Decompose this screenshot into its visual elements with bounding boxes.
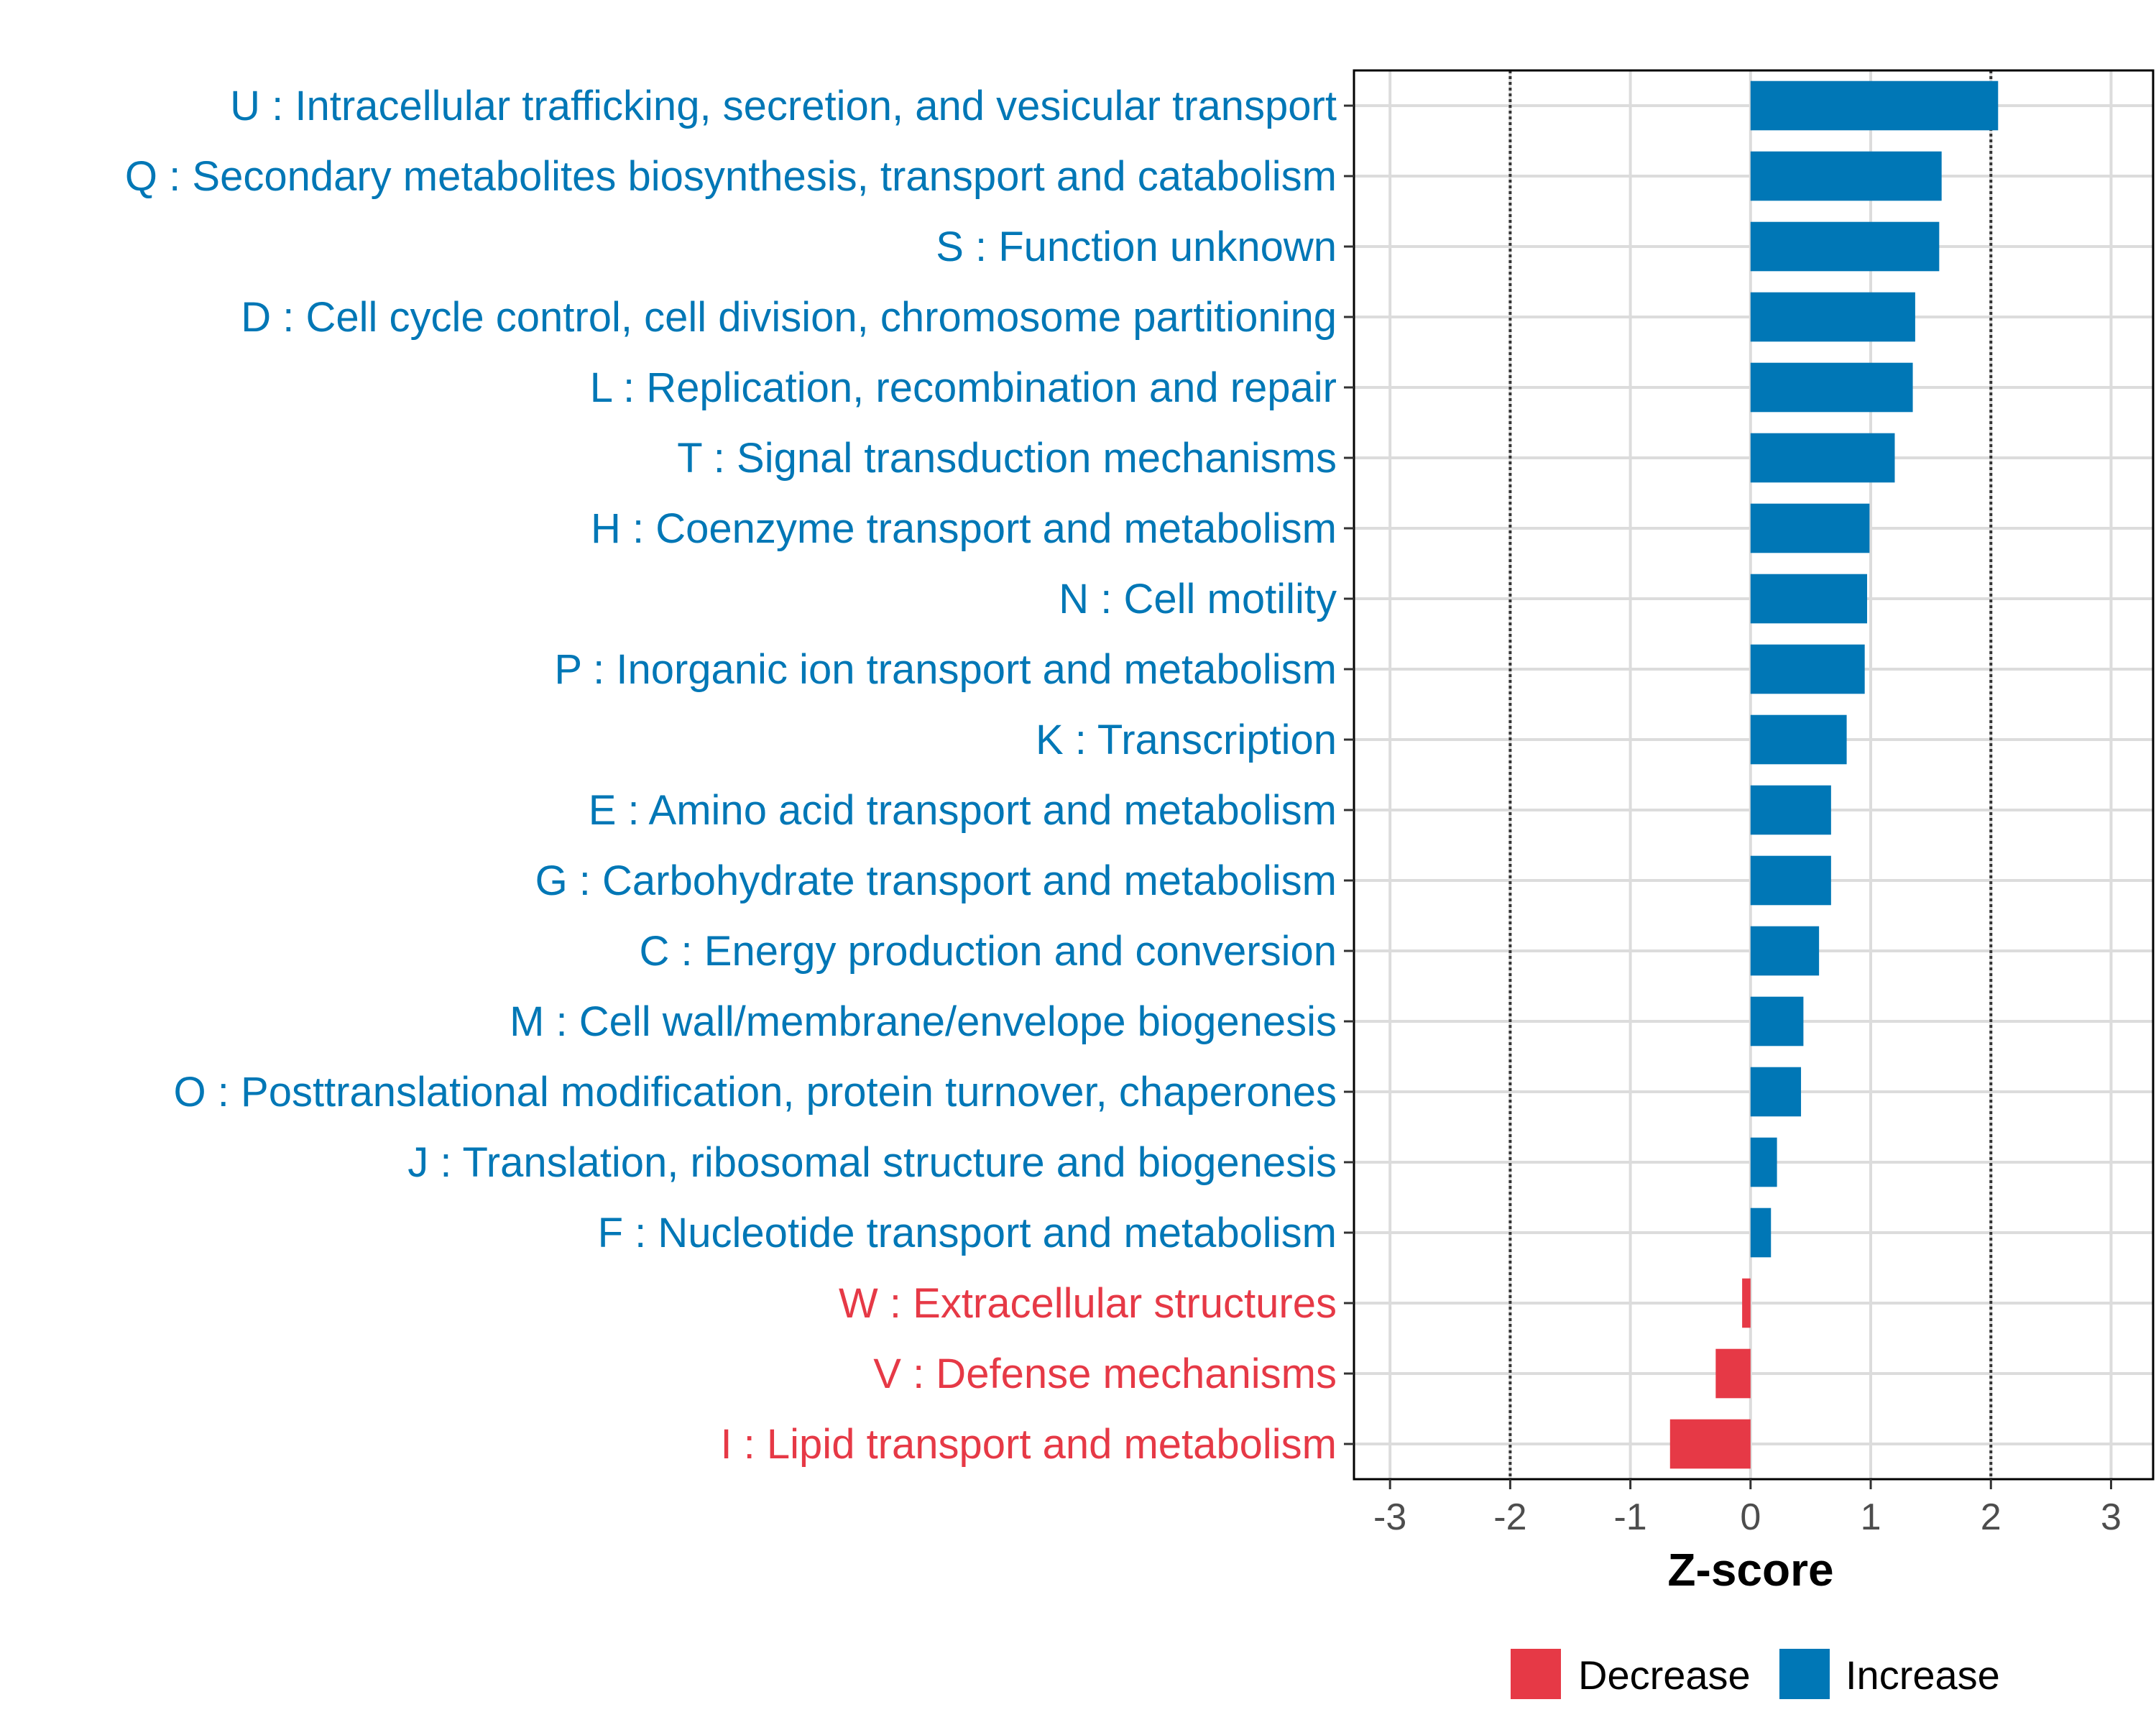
category-label: F : Nucleotide transport and metabolism [598, 1210, 1337, 1256]
x-tick-label: -1 [1613, 1496, 1646, 1538]
bar-w [1742, 1278, 1751, 1328]
category-label: S : Function unknown [936, 224, 1337, 270]
legend-swatch-decrease [1511, 1649, 1561, 1699]
bar-m [1750, 996, 1804, 1046]
category-label: E : Amino acid transport and metabolism [589, 787, 1337, 834]
x-axis-title: Z-score [1667, 1544, 1833, 1596]
category-label: I : Lipid transport and metabolism [720, 1421, 1337, 1468]
bar-l [1750, 362, 1913, 413]
bar-t [1750, 433, 1895, 483]
category-label: G : Carbohydrate transport and metabolis… [535, 857, 1337, 904]
category-label: D : Cell cycle control, cell division, c… [241, 294, 1337, 341]
category-label: Q : Secondary metabolites biosynthesis, … [125, 153, 1337, 200]
bar-g [1750, 855, 1831, 906]
bar-o [1750, 1067, 1802, 1117]
category-label: W : Extracellular structures [839, 1280, 1337, 1327]
bar-n [1750, 574, 1868, 624]
bar-k [1750, 714, 1847, 765]
x-tick-label: -2 [1493, 1496, 1526, 1538]
category-label: H : Coenzyme transport and metabolism [591, 505, 1337, 552]
x-tick-label: 3 [2101, 1496, 2122, 1538]
bar-h [1750, 503, 1870, 553]
bar-u [1750, 80, 1999, 131]
category-label: N : Cell motility [1059, 576, 1337, 622]
bars [1669, 80, 1999, 1469]
category-label: U : Intracellular trafficking, secretion… [230, 83, 1337, 129]
legend-label-increase: Increase [1846, 1652, 2000, 1698]
x-axis: -3 -2 -1 0 1 2 3 [1373, 1479, 2122, 1538]
bar-c [1750, 926, 1820, 976]
legend-label-decrease: Decrease [1578, 1652, 1751, 1698]
x-tick-label: -3 [1373, 1496, 1406, 1538]
bar-j [1750, 1137, 1777, 1187]
bar-s [1750, 221, 1940, 272]
x-tick-label: 0 [1740, 1496, 1761, 1538]
plot-grid [1354, 70, 2153, 1479]
bar-e [1750, 785, 1831, 835]
category-label: T : Signal transduction mechanisms [677, 435, 1337, 482]
category-label: C : Energy production and conversion [640, 928, 1337, 975]
bar-i [1669, 1419, 1751, 1469]
category-label: J : Translation, ribosomal structure and… [407, 1139, 1337, 1186]
category-label: M : Cell wall/membrane/envelope biogenes… [510, 998, 1337, 1045]
bar-f [1750, 1208, 1772, 1258]
category-label: K : Transcription [1036, 717, 1337, 763]
x-tick-label: 1 [1861, 1496, 1881, 1538]
bar-v [1715, 1348, 1751, 1399]
reference-lines [1508, 70, 1993, 1479]
category-label: V : Defense mechanisms [873, 1351, 1337, 1397]
category-label: L : Replication, recombination and repai… [590, 364, 1337, 411]
category-label: O : Posttranslational modification, prot… [174, 1069, 1337, 1116]
y-axis: U : Intracellular trafficking, secretion… [125, 83, 1354, 1468]
plot-panel-border [1353, 69, 2155, 1481]
bar-d [1750, 292, 1915, 342]
bar-p [1750, 644, 1865, 694]
category-label: P : Inorganic ion transport and metaboli… [554, 646, 1337, 693]
x-tick-label: 2 [1981, 1496, 2001, 1538]
legend-swatch-increase [1779, 1649, 1830, 1699]
bar-q [1750, 151, 1942, 201]
legend: Decrease Increase [1511, 1649, 2000, 1699]
